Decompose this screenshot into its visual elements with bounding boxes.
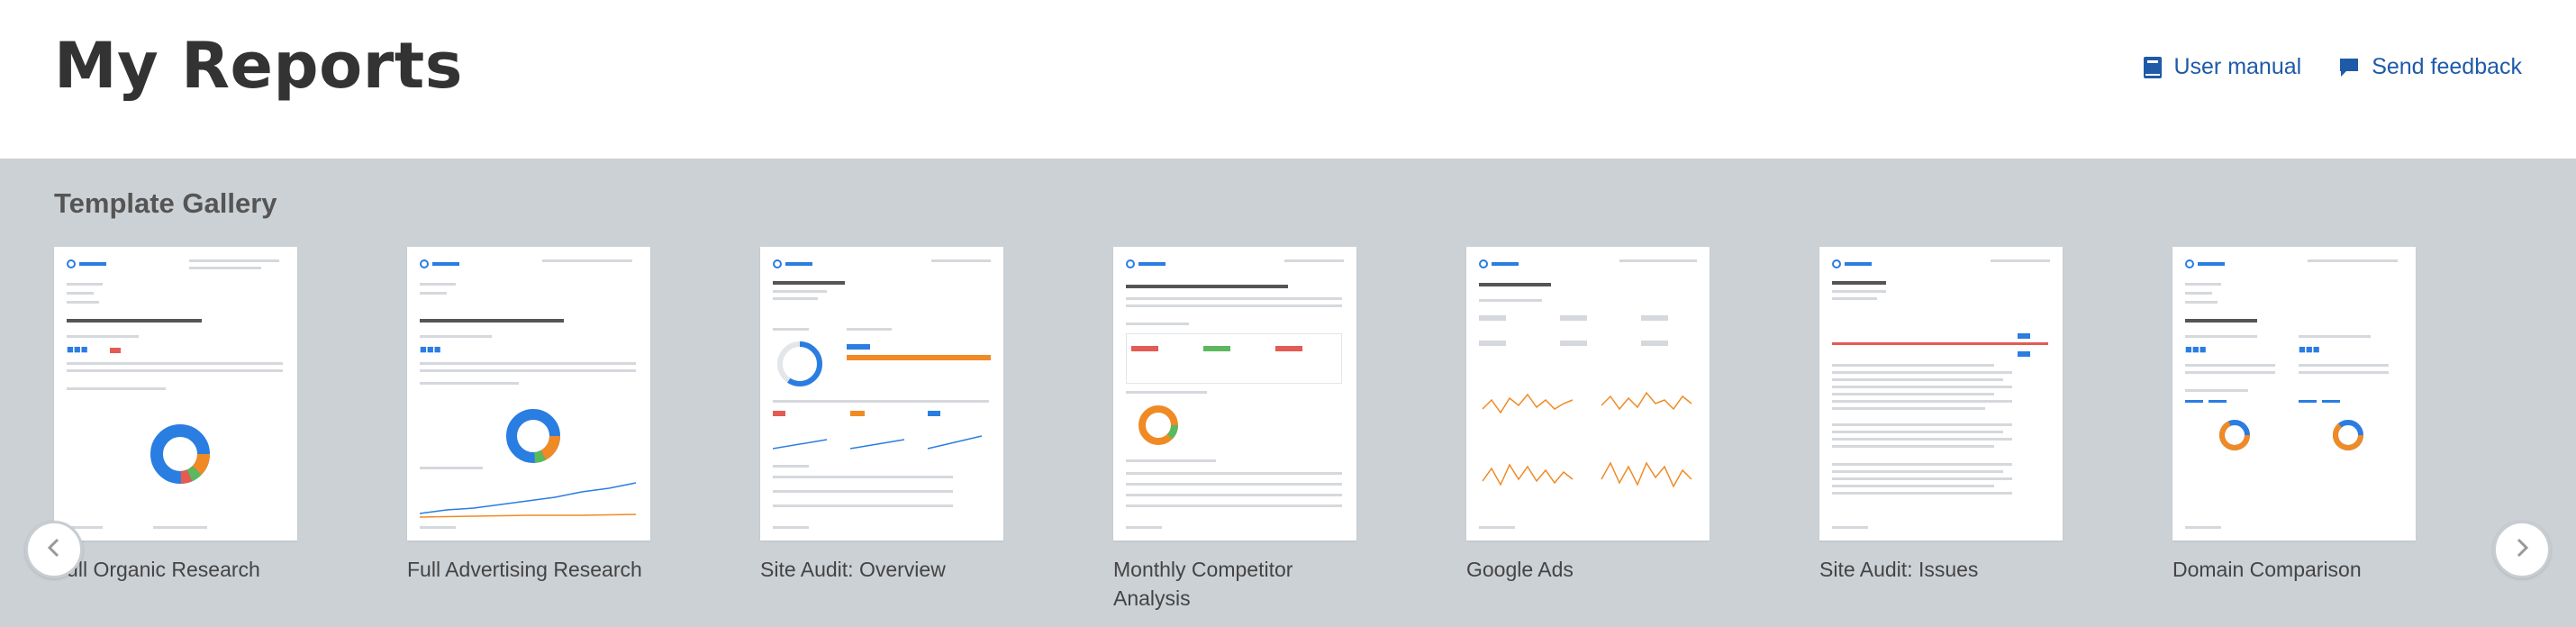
user-manual-label: User manual [2173,54,2302,79]
send-feedback-link[interactable]: Send feedback [2337,54,2522,80]
template-gallery: Template Gallery ■■■ [0,159,2576,627]
template-thumbnail [1819,247,2063,541]
logo-placeholder [420,259,459,268]
template-cards: ■■■ Full Organic Research [54,247,2540,625]
template-card-site-audit-issues[interactable]: Site Audit: Issues [1819,247,2063,584]
template-card-monthly-competitor-analysis[interactable]: Monthly Competitor Analysis [1113,247,1356,613]
template-card-site-audit-overview[interactable]: Site Audit: Overview [760,247,1003,584]
gallery-title: Template Gallery [54,187,277,219]
template-thumbnail: ■■■ ■■■ [2172,247,2416,541]
user-manual-link[interactable]: User manual [2143,54,2301,80]
template-thumbnail [760,247,1003,541]
speech-bubble-icon [2337,56,2361,79]
template-card-google-ads[interactable]: Google Ads [1466,247,1710,584]
template-card-label: Site Audit: Overview [760,558,946,581]
template-card-label: Google Ads [1466,558,1574,581]
logo-placeholder [1479,259,1519,268]
template-card-domain-comparison[interactable]: ■■■ ■■■ D [2172,247,2416,584]
template-card-label: Full Organic Research [54,558,260,581]
template-thumbnail [1466,247,1710,541]
header-links: User manual Send feedback [2143,54,2522,80]
logo-placeholder [1126,259,1166,268]
template-card-label: Domain Comparison [2172,558,2362,581]
template-thumbnail [1113,247,1356,541]
chevron-right-icon [2511,537,2533,563]
logo-placeholder [1832,259,1872,268]
logo-placeholder [67,259,106,268]
template-card-full-organic-research[interactable]: ■■■ Full Organic Research [54,247,297,584]
template-card-label: Monthly Competitor Analysis [1113,558,1293,610]
logo-placeholder [2185,259,2225,268]
gallery-prev-button[interactable] [25,521,83,578]
template-thumbnail: ■■■ [54,247,297,541]
template-card-label: Full Advertising Research [407,558,642,581]
logo-placeholder [773,259,812,268]
page-title: My Reports [54,29,463,103]
chevron-left-icon [43,537,65,563]
template-thumbnail: ■■■ [407,247,650,541]
template-card-label: Site Audit: Issues [1819,558,1979,581]
page-header: My Reports User manual Send feedback [0,0,2576,159]
send-feedback-label: Send feedback [2372,54,2522,79]
book-icon [2143,56,2163,79]
template-card-full-advertising-research[interactable]: ■■■ Full Advertising Research [407,247,650,584]
gallery-next-button[interactable] [2493,521,2551,578]
